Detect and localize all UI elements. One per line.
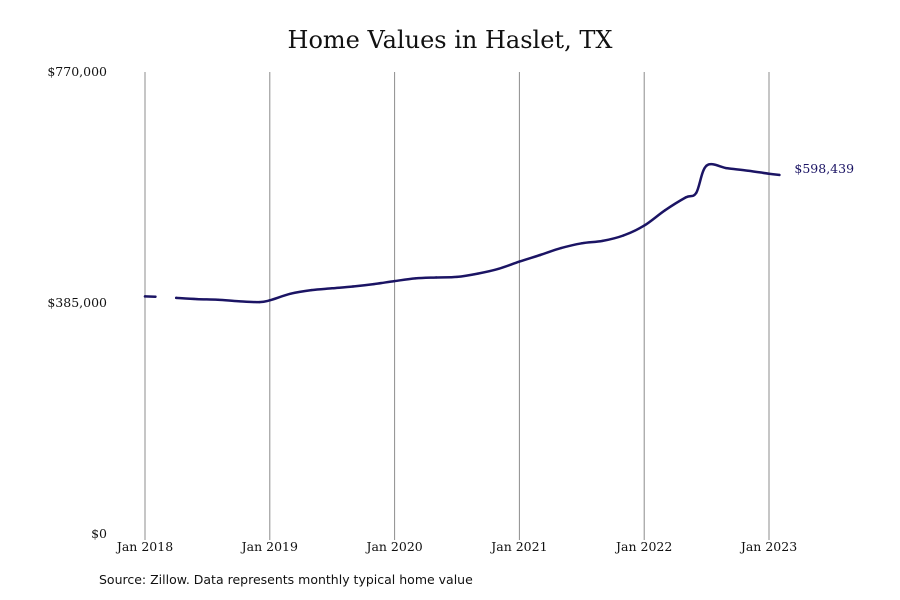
x-tick-label: Jan 2021 (489, 539, 547, 554)
data-point (518, 260, 521, 263)
data-point (747, 169, 750, 172)
x-tick-label: Jan 2018 (115, 539, 173, 554)
data-point (767, 172, 771, 175)
data-point (393, 279, 396, 283)
data-point (455, 275, 459, 279)
data-point (559, 246, 563, 250)
y-tick-label: $385,000 (47, 295, 107, 310)
data-point (331, 287, 334, 290)
data-point (175, 296, 178, 300)
data-point (237, 300, 240, 303)
data-point (195, 297, 199, 301)
data-point (372, 282, 375, 286)
end-value-label: $598,439 (794, 161, 854, 176)
x-axis-labels: Jan 2018 Jan 2019 Jan 2020 Jan 2021 Jan 2022… (115, 539, 797, 554)
y-tick-label: $770,000 (47, 64, 107, 79)
data-point (580, 242, 583, 245)
series-lines (143, 162, 781, 304)
data-point (497, 267, 500, 270)
data-point (310, 288, 313, 292)
data-points (143, 164, 781, 304)
data-point (643, 224, 646, 227)
data-point (154, 295, 157, 298)
data-point (435, 276, 438, 279)
data-point (778, 173, 781, 177)
x-tick-label: Jan 2019 (240, 539, 298, 554)
data-point (684, 196, 687, 199)
data-point (216, 298, 219, 301)
data-point (414, 277, 417, 280)
data-point (539, 253, 542, 257)
data-point (476, 272, 479, 275)
data-point (258, 300, 261, 304)
gridlines (144, 72, 770, 540)
x-tick-label: Jan 2020 (364, 539, 422, 554)
data-point (705, 164, 708, 167)
source-note: Source: Zillow. Data represents monthly … (99, 572, 473, 587)
data-point (351, 285, 355, 288)
y-tick-label: $0 (91, 526, 107, 541)
chart-title: Home Values in Haslet, TX (287, 26, 613, 54)
data-point (289, 292, 292, 295)
data-point (695, 191, 698, 195)
data-point (726, 167, 729, 170)
x-tick-label: Jan 2022 (614, 539, 672, 554)
y-axis-labels: $0 $385,000 $770,000 (47, 64, 107, 541)
data-point (663, 209, 667, 212)
data-point (622, 234, 625, 237)
data-point (601, 239, 604, 243)
x-tick-label: Jan 2023 (739, 539, 797, 554)
series-line-segment (174, 162, 781, 304)
data-point (143, 295, 147, 298)
data-point (268, 299, 271, 302)
